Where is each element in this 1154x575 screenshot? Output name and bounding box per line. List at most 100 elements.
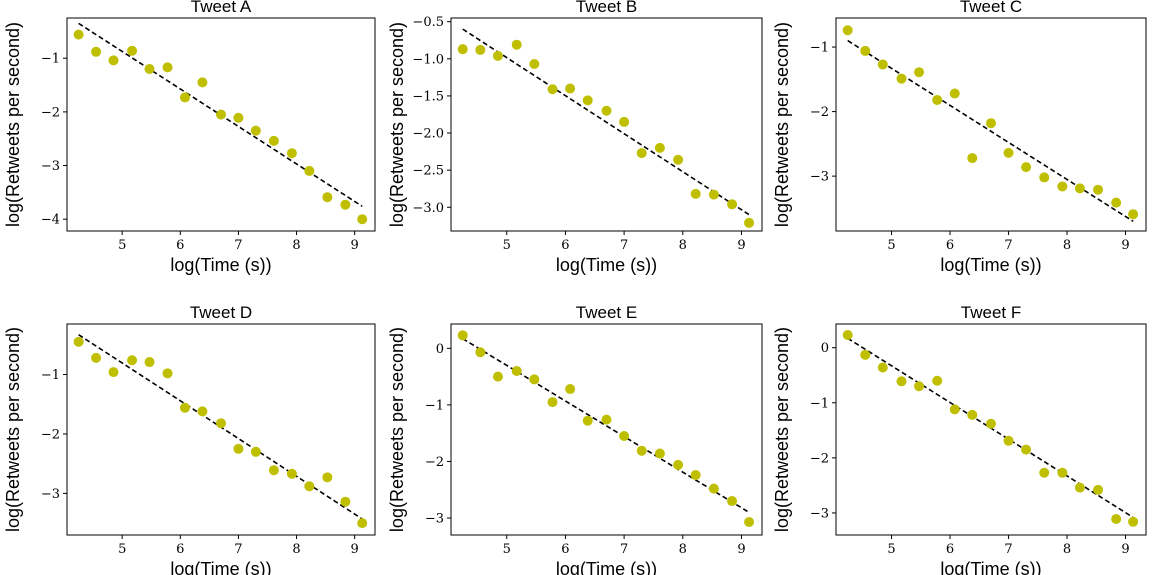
fit-line	[462, 28, 750, 216]
x-tick-label: 9	[737, 238, 745, 253]
data-point	[529, 59, 540, 70]
data-point	[1021, 444, 1032, 455]
data-point	[1093, 484, 1104, 495]
axes-frame	[450, 17, 763, 232]
subplot-title: Tweet C	[960, 0, 1022, 16]
data-point	[1111, 197, 1122, 208]
data-point	[547, 397, 558, 408]
data-point	[1074, 183, 1085, 194]
subplot-title: Tweet A	[191, 0, 252, 16]
y-tick-label: −1	[810, 41, 829, 56]
y-tick-label: −2	[810, 105, 829, 120]
data-point	[565, 384, 576, 395]
y-tick-label: −3	[810, 170, 829, 185]
data-point	[1003, 147, 1014, 158]
x-axis-label: log(Time (s))	[170, 559, 271, 575]
y-tick-label: −2	[41, 427, 60, 442]
data-point	[268, 465, 279, 476]
data-point	[73, 29, 84, 40]
y-tick-label: −3	[425, 512, 444, 527]
data-point	[340, 496, 351, 507]
x-tick-label: 6	[561, 238, 569, 253]
data-point	[492, 50, 503, 61]
data-point	[511, 365, 522, 376]
x-tick-label: 7	[620, 238, 628, 253]
data-point	[457, 44, 468, 55]
x-axis-label: log(Time (s))	[940, 255, 1041, 275]
axes-frame	[66, 323, 376, 536]
data-point	[727, 496, 738, 507]
x-axis-label: log(Time (s))	[556, 255, 657, 275]
data-point	[1057, 467, 1068, 478]
subplot-tweet-d: Tweet D 5 6 7 8 9 −1 −2 −3 log(Time (s)) log(Retwe…	[3, 303, 376, 575]
x-tick-label: 8	[1063, 238, 1071, 253]
data-point	[967, 153, 978, 164]
data-point	[654, 448, 665, 459]
y-tick-label: −4	[41, 213, 60, 228]
data-point	[690, 470, 701, 481]
x-tick-label: 6	[946, 542, 954, 557]
x-tick-label: 6	[176, 238, 184, 253]
x-tick-label: 9	[351, 238, 359, 253]
axes-frame	[450, 323, 763, 536]
data-point	[673, 459, 684, 470]
axes-frame	[66, 17, 376, 232]
data-point	[1093, 184, 1104, 195]
data-point	[547, 84, 558, 95]
y-axis-label: log(Retweets per second)	[3, 327, 23, 532]
data-point	[1039, 172, 1050, 183]
x-tick-label: 7	[1004, 542, 1012, 557]
data-point	[304, 165, 315, 176]
data-point	[233, 112, 244, 123]
x-tick-label: 9	[1121, 542, 1129, 557]
data-point	[108, 55, 119, 66]
y-tick-label: −2.5	[412, 164, 444, 179]
data-point	[144, 63, 155, 74]
data-point	[457, 330, 468, 341]
subplot-tweet-a: Tweet A 5 6 7 8 9 −1 −2 −3 −4 log(Time (s)) log(Ret…	[3, 0, 376, 275]
data-point	[91, 46, 102, 57]
data-point	[877, 362, 888, 373]
y-axis-label: log(Retweets per second)	[772, 327, 792, 532]
x-tick-label: 6	[561, 542, 569, 557]
axes-frame	[835, 17, 1147, 232]
x-tick-label: 9	[351, 542, 359, 557]
y-tick-label: −2	[425, 455, 444, 470]
data-point	[690, 188, 701, 199]
y-tick-label: −0.5	[412, 15, 444, 30]
data-point	[986, 118, 996, 129]
data-point	[877, 59, 888, 70]
data-point	[1111, 514, 1122, 525]
data-point	[896, 376, 907, 387]
data-point	[967, 409, 978, 420]
data-point	[1039, 467, 1050, 478]
subplot-tweet-b: Tweet B 5 6 7 8 9 −0.5 −1.0 −1.5 −2.0 −2.5 −3.0 log(…	[387, 0, 763, 275]
x-tick-label: 8	[679, 238, 687, 253]
data-point	[654, 142, 665, 153]
data-point	[162, 368, 173, 379]
x-tick-label: 8	[1063, 542, 1071, 557]
x-tick-label: 9	[1121, 238, 1129, 253]
y-axis-label: log(Retweets per second)	[3, 22, 23, 227]
data-point	[744, 516, 755, 527]
x-tick-label: 5	[118, 542, 126, 557]
y-tick-label: −1	[41, 52, 60, 67]
data-point	[286, 148, 297, 159]
x-tick-label: 5	[887, 542, 895, 557]
y-tick-label: −2.0	[412, 127, 444, 142]
x-tick-label: 9	[737, 542, 745, 557]
subplot-title: Tweet E	[576, 303, 637, 322]
data-point	[216, 418, 226, 429]
x-tick-label: 6	[176, 542, 184, 557]
data-point	[619, 116, 630, 127]
data-point	[144, 357, 155, 368]
data-point	[914, 67, 925, 78]
data-point	[636, 148, 647, 159]
y-axis-label: log(Retweets per second)	[387, 22, 407, 227]
x-tick-label: 7	[234, 542, 242, 557]
subplot-title: Tweet F	[961, 303, 1021, 322]
x-tick-label: 8	[679, 542, 687, 557]
y-axis-label: log(Retweets per second)	[772, 22, 792, 227]
data-point	[91, 352, 102, 363]
data-point	[250, 125, 261, 136]
